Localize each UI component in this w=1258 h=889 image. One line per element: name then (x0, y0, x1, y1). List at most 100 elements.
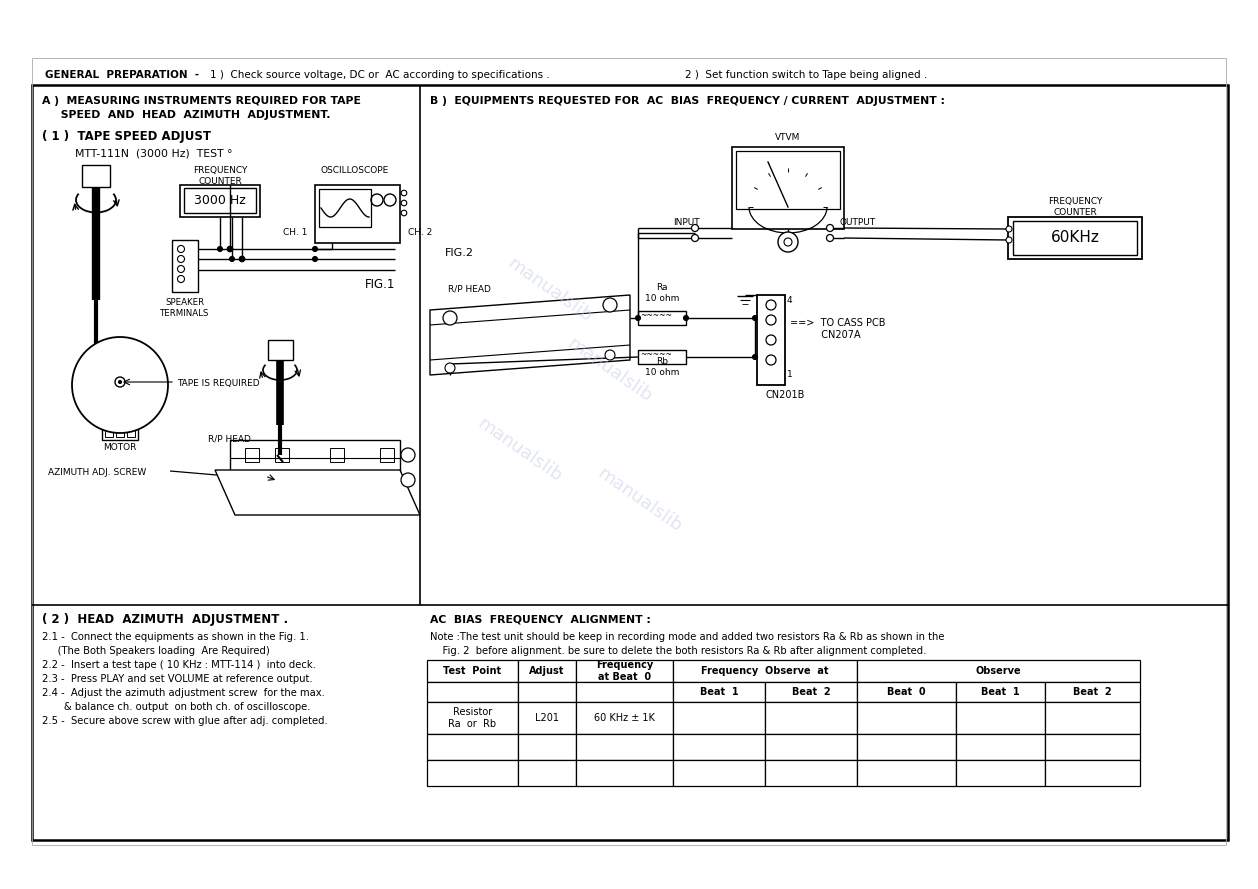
Bar (518, 734, 576, 760)
Bar (673, 682, 765, 702)
Text: Resistor
Ra  or  Rb: Resistor Ra or Rb (448, 707, 497, 729)
Bar (576, 660, 673, 682)
Bar (245, 448, 259, 462)
Bar (380, 448, 394, 462)
Bar (576, 682, 673, 702)
Text: ~~~~~: ~~~~~ (640, 350, 672, 359)
Bar (184, 188, 255, 213)
Bar (426, 660, 518, 682)
Bar (1045, 682, 1140, 702)
Circle shape (445, 363, 455, 373)
Text: CN201B: CN201B (765, 390, 805, 400)
Text: Adjust: Adjust (530, 666, 565, 676)
Text: B )  EQUIPMENTS REQUESTED FOR  AC  BIAS  FREQUENCY / CURRENT  ADJUSTMENT :: B ) EQUIPMENTS REQUESTED FOR AC BIAS FRE… (430, 96, 945, 106)
Bar (320, 189, 371, 227)
Circle shape (218, 246, 223, 252)
Bar (102, 428, 138, 440)
Text: & balance ch. output  on both ch. of oscilloscope.: & balance ch. output on both ch. of osci… (42, 702, 311, 712)
Text: FREQUENCY
COUNTER: FREQUENCY COUNTER (192, 166, 247, 186)
Circle shape (827, 225, 834, 231)
Text: AZIMUTH ADJ. SCREW: AZIMUTH ADJ. SCREW (48, 468, 146, 477)
Text: A )  MEASURING INSTRUMENTS REQUIRED FOR TAPE: A ) MEASURING INSTRUMENTS REQUIRED FOR T… (42, 96, 361, 106)
Circle shape (692, 235, 698, 242)
Bar (1045, 734, 1140, 760)
Circle shape (692, 225, 698, 231)
Bar (276, 448, 289, 462)
Bar (857, 682, 956, 702)
Circle shape (443, 311, 457, 325)
Bar (426, 760, 518, 786)
Bar (576, 734, 673, 760)
Text: Beat  1: Beat 1 (699, 687, 738, 697)
Bar (426, 682, 518, 702)
Circle shape (177, 245, 185, 252)
Bar (956, 734, 1045, 760)
Bar (956, 702, 1045, 734)
Text: 3000 Hz: 3000 Hz (194, 194, 245, 206)
Circle shape (114, 377, 125, 387)
Circle shape (118, 380, 122, 383)
Circle shape (784, 238, 793, 246)
Circle shape (401, 473, 415, 487)
Text: OUTPUT: OUTPUT (840, 218, 876, 227)
Text: MOTOR: MOTOR (103, 443, 137, 452)
Text: ( 1 )  TAPE SPEED ADJUST: ( 1 ) TAPE SPEED ADJUST (42, 130, 211, 143)
Text: CH. 2: CH. 2 (408, 228, 433, 237)
Text: 1: 1 (788, 370, 793, 379)
Bar (736, 151, 840, 209)
Bar (673, 660, 857, 682)
Text: FIG.2: FIG.2 (445, 248, 474, 258)
Bar (765, 682, 857, 702)
Bar (426, 702, 518, 734)
Circle shape (635, 316, 640, 321)
Circle shape (312, 257, 317, 261)
Text: Beat  1: Beat 1 (981, 687, 1020, 697)
Circle shape (1006, 237, 1011, 243)
Text: (The Both Speakers loading  Are Required): (The Both Speakers loading Are Required) (42, 646, 269, 656)
Text: manualslib: manualslib (474, 414, 566, 485)
Bar (426, 660, 1140, 682)
Text: Observe: Observe (976, 666, 1021, 676)
Text: 2 )  Set function switch to Tape being aligned .: 2 ) Set function switch to Tape being al… (686, 70, 927, 80)
Text: Note :The test unit should be keep in recording mode and added two resistors Ra : Note :The test unit should be keep in re… (430, 632, 945, 642)
Text: GENERAL  PREPARATION  -: GENERAL PREPARATION - (45, 70, 199, 80)
Text: ~~~~~: ~~~~~ (640, 311, 672, 320)
Text: AC  BIAS  FREQUENCY  ALIGNMENT :: AC BIAS FREQUENCY ALIGNMENT : (430, 615, 650, 625)
Text: CH. 1: CH. 1 (283, 228, 307, 237)
Text: TAPE IS REQUIRED: TAPE IS REQUIRED (177, 379, 259, 388)
Text: SPEAKER
TERMINALS: SPEAKER TERMINALS (160, 298, 210, 318)
Text: 1 )  Check source voltage, DC or  AC according to specifications .: 1 ) Check source voltage, DC or AC accor… (210, 70, 550, 80)
Bar (330, 448, 343, 462)
Bar (576, 702, 673, 734)
Circle shape (752, 355, 757, 359)
Text: Frequency
at Beat  0: Frequency at Beat 0 (596, 660, 653, 682)
Text: FIG.1: FIG.1 (365, 278, 395, 291)
Text: Fig. 2  before alignment. be sure to delete the both resistors Ra & Rb after ali: Fig. 2 before alignment. be sure to dele… (430, 646, 926, 656)
Bar (673, 760, 765, 786)
Bar (1045, 760, 1140, 786)
Polygon shape (430, 295, 630, 375)
Circle shape (777, 232, 798, 252)
Bar (1013, 221, 1137, 255)
Text: 4: 4 (788, 296, 793, 305)
Bar (857, 734, 956, 760)
Text: Ra
10 ohm: Ra 10 ohm (645, 283, 679, 303)
Bar (638, 311, 686, 325)
Circle shape (72, 337, 169, 433)
Circle shape (177, 276, 185, 283)
Circle shape (1006, 226, 1011, 232)
Bar (765, 702, 857, 734)
Bar (180, 185, 260, 217)
Bar (857, 660, 1140, 682)
Bar (638, 350, 686, 364)
Bar (518, 682, 576, 702)
Circle shape (752, 316, 757, 321)
Circle shape (401, 448, 415, 462)
Text: Frequency  Observe  at: Frequency Observe at (701, 666, 829, 676)
Text: FREQUENCY
COUNTER: FREQUENCY COUNTER (1048, 197, 1102, 217)
Text: Beat  2: Beat 2 (791, 687, 830, 697)
Bar (104, 430, 113, 437)
Circle shape (312, 246, 317, 252)
Bar (314, 185, 400, 243)
Bar (732, 147, 844, 229)
